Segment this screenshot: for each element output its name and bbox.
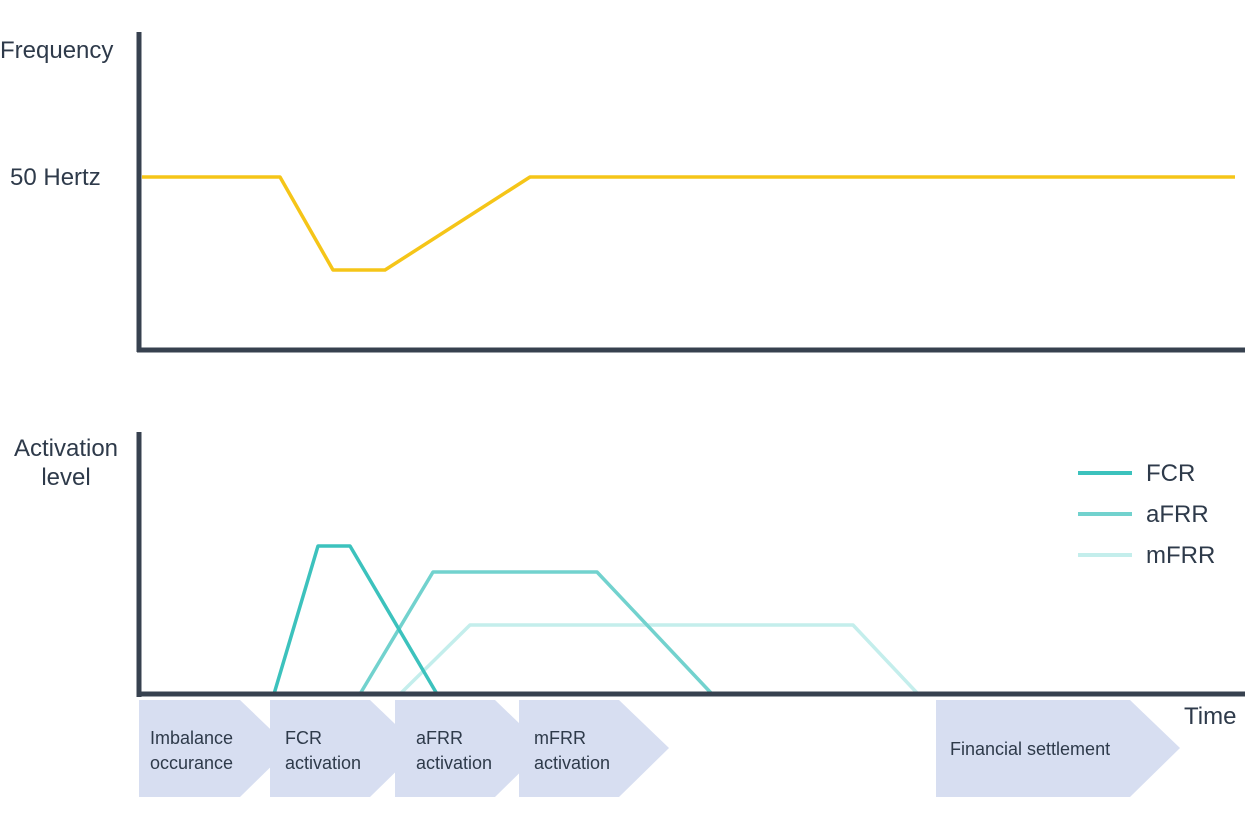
fcr-curve: [272, 544, 439, 695]
step-afrr-activation: [395, 700, 545, 797]
step-imbalance-occurance: [139, 700, 290, 797]
step-mfrr-line2: activation: [534, 753, 610, 773]
step-fcr-activation: [270, 700, 420, 797]
activation-panel: Activation level Imbalance occurance FCR…: [14, 432, 1245, 797]
step-imbalance-line2: occurance: [150, 753, 233, 773]
afrr-curve: [358, 570, 714, 696]
step-financial-settlement-label: Financial settlement: [950, 739, 1110, 759]
step-financial-settlement: [936, 700, 1180, 797]
step-mfrr-line1: mFRR: [534, 728, 586, 748]
legend-fcr-label: FCR: [1146, 460, 1195, 487]
process-steps: Imbalance occurance FCR activation aFRR …: [139, 700, 1180, 797]
activation-axis-label-line2: level: [41, 464, 90, 491]
legend-mfrr-label: mFRR: [1146, 542, 1215, 569]
fifty-hertz-label: 50 Hertz: [10, 164, 101, 191]
activation-axis-label-line1: Activation: [14, 435, 118, 462]
step-fcr-line2: activation: [285, 753, 361, 773]
step-mfrr-activation: [519, 700, 669, 797]
frequency-axis-label: Frequency: [0, 37, 113, 64]
mfrr-curve: [398, 623, 920, 696]
frequency-line: [142, 175, 1235, 272]
step-fcr-line1: FCR: [285, 728, 322, 748]
frequency-panel: Frequency 50 Hertz: [0, 32, 1245, 353]
legend-afrr-label: aFRR: [1146, 501, 1209, 528]
legend: FCR aFRR mFRR: [1078, 460, 1215, 569]
time-axis-label: Time: [1184, 703, 1236, 730]
step-imbalance-line1: Imbalance: [150, 728, 233, 748]
step-afrr-line2: activation: [416, 753, 492, 773]
step-afrr-line1: aFRR: [416, 728, 463, 748]
